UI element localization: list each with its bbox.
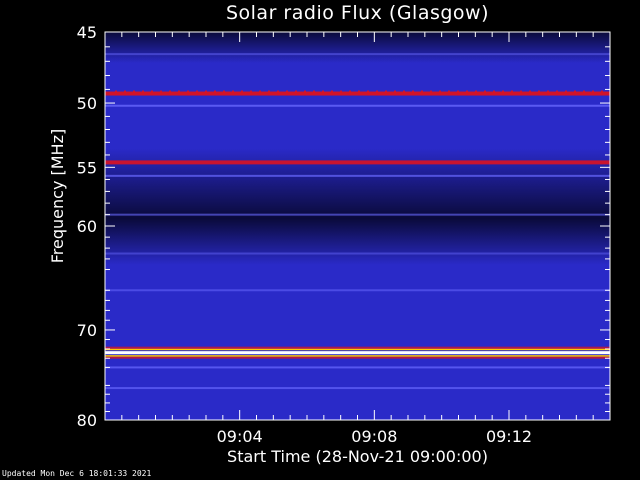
interference-marker: [160, 90, 162, 96]
x-tick-label-2: 09:12: [486, 427, 532, 446]
emission-band-6: [105, 252, 610, 255]
y-tick-label-5: 80: [77, 411, 97, 430]
y-tick-label-2: 55: [77, 158, 97, 177]
interference-marker: [583, 90, 585, 96]
interference-marker: [340, 90, 342, 96]
emission-band-0: [105, 53, 610, 56]
emission-band-9: [105, 366, 610, 369]
interference-marker: [592, 90, 594, 96]
interference-marker: [169, 90, 171, 96]
interference-marker: [115, 90, 117, 96]
interference-marker: [358, 90, 360, 96]
interference-marker: [556, 90, 558, 96]
interference-markers: [115, 90, 603, 96]
y-tick-label-0: 45: [77, 23, 97, 42]
y-axis-label: Frequency [MHz]: [48, 129, 67, 263]
interference-marker: [448, 90, 450, 96]
y-tick-label-1: 50: [77, 94, 97, 113]
y-tick-label-3: 60: [77, 217, 97, 236]
interference-marker: [178, 90, 180, 96]
interference-marker: [259, 90, 261, 96]
interference-marker: [502, 90, 504, 96]
interference-marker: [403, 90, 405, 96]
emission-band-3: [105, 160, 610, 165]
emission-band-halo-top: [105, 348, 610, 351]
interference-marker: [601, 90, 603, 96]
interference-marker: [304, 90, 306, 96]
emission-band-halo-bottom: [105, 355, 610, 357]
interference-marker: [565, 90, 567, 96]
emission-band-1: [105, 91, 610, 96]
updated-timestamp: Updated Mon Dec 6 18:01:33 2021: [2, 469, 152, 478]
interference-marker: [322, 90, 324, 96]
emission-band-2: [105, 104, 610, 107]
interference-marker: [484, 90, 486, 96]
interference-marker: [277, 90, 279, 96]
interference-marker: [124, 90, 126, 96]
interference-marker: [205, 90, 207, 96]
interference-marker: [574, 90, 576, 96]
interference-marker: [466, 90, 468, 96]
interference-marker: [520, 90, 522, 96]
interference-marker: [529, 90, 531, 96]
interference-marker: [223, 90, 225, 96]
interference-marker: [394, 90, 396, 96]
interference-marker: [313, 90, 315, 96]
interference-marker: [376, 90, 378, 96]
emission-band-7: [105, 289, 610, 292]
emission-band-glow-top: [105, 346, 610, 349]
interference-marker: [457, 90, 459, 96]
interference-marker: [133, 90, 135, 96]
interference-marker: [385, 90, 387, 96]
interference-marker: [475, 90, 477, 96]
interference-marker: [493, 90, 495, 96]
interference-marker: [151, 90, 153, 96]
y-tick-label-4: 70: [77, 321, 97, 340]
emission-band-glow-bottom: [105, 356, 610, 359]
interference-marker: [187, 90, 189, 96]
interference-marker: [547, 90, 549, 96]
interference-marker: [430, 90, 432, 96]
emission-band-4: [105, 174, 610, 177]
interference-marker: [421, 90, 423, 96]
interference-marker: [439, 90, 441, 96]
interference-marker: [538, 90, 540, 96]
emission-band-5: [105, 213, 610, 216]
y-axis: 45 50 55 60 70 80: [77, 23, 610, 430]
interference-marker: [286, 90, 288, 96]
interference-marker: [511, 90, 513, 96]
interference-marker: [241, 90, 243, 96]
interference-marker: [250, 90, 252, 96]
emission-band-10: [105, 387, 610, 390]
emission-bands: [105, 53, 610, 390]
interference-marker: [232, 90, 234, 96]
emission-band-8: [105, 351, 610, 355]
interference-marker: [142, 90, 144, 96]
x-tick-label-0: 09:04: [217, 427, 263, 446]
interference-marker: [214, 90, 216, 96]
interference-marker: [268, 90, 270, 96]
x-tick-label-1: 09:08: [351, 427, 397, 446]
interference-marker: [367, 90, 369, 96]
interference-marker: [295, 90, 297, 96]
interference-marker: [412, 90, 414, 96]
interference-marker: [196, 90, 198, 96]
chart-title: Solar radio Flux (Glasgow): [225, 2, 490, 24]
x-axis: 09:04 09:08 09:12: [121, 32, 594, 446]
interference-marker: [331, 90, 333, 96]
interference-marker: [349, 90, 351, 96]
x-axis-label: Start Time (28-Nov-21 09:00:00): [227, 447, 488, 466]
plot-background: [105, 32, 610, 420]
